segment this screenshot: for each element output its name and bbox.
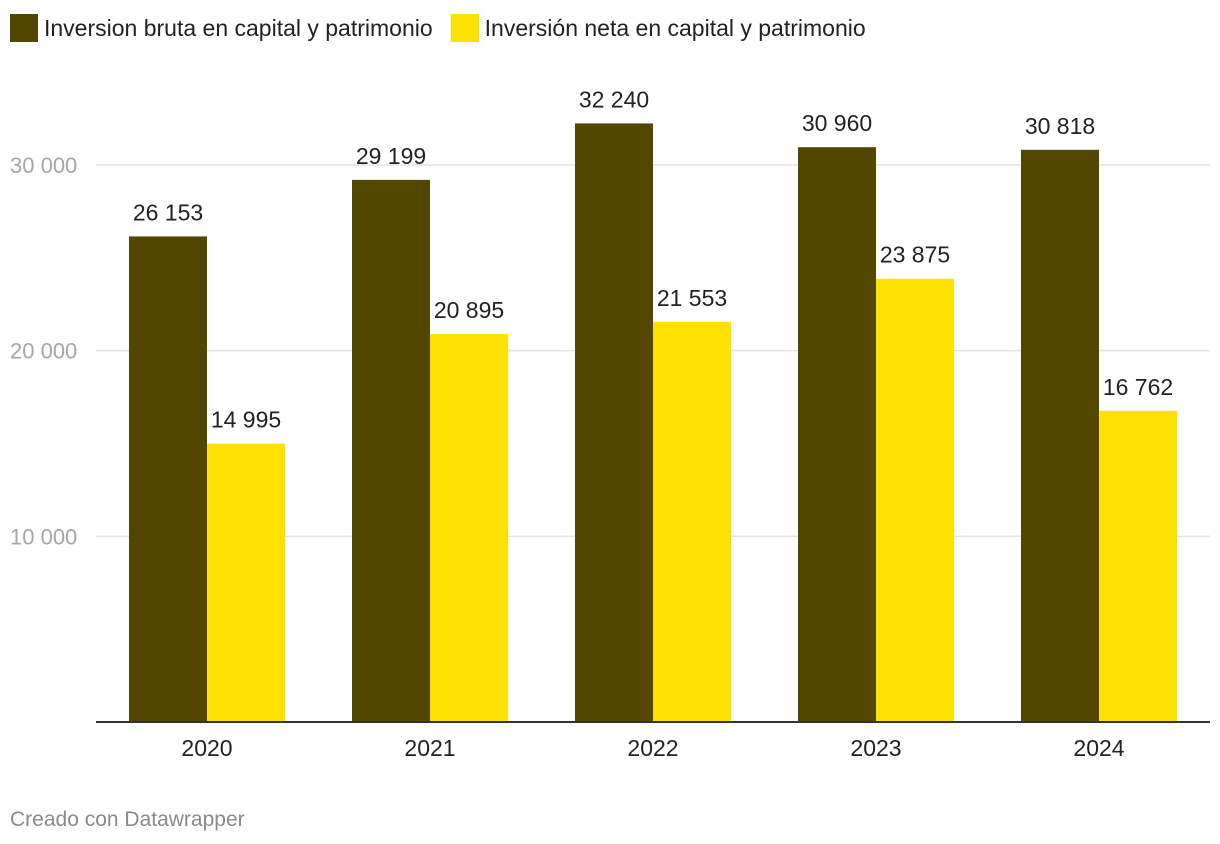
data-label: 29 199 (356, 143, 426, 169)
footer-credit: Creado con Datawrapper (10, 808, 245, 831)
data-label: 32 240 (579, 86, 649, 112)
x-tick-label: 2024 (1073, 735, 1124, 761)
x-tick-label: 2023 (850, 735, 901, 761)
data-label: 21 553 (657, 285, 727, 311)
data-label: 23 875 (880, 242, 950, 268)
bar (207, 443, 285, 722)
y-tick-label: 10 000 (10, 524, 77, 549)
data-label: 26 153 (133, 199, 203, 225)
legend-label-gross: Inversion bruta en capital y patrimonio (44, 14, 433, 41)
x-tick-label: 2020 (181, 735, 232, 761)
data-label: 14 995 (211, 407, 281, 433)
data-label: 16 762 (1103, 374, 1173, 400)
data-label: 20 895 (434, 297, 504, 323)
data-label: 30 960 (802, 110, 872, 136)
bar (1021, 149, 1099, 722)
x-tick-label: 2021 (404, 735, 455, 761)
bar (430, 334, 508, 722)
legend-item-net: Inversión neta en capital y patrimonio (450, 14, 866, 42)
chart-legend: Inversion bruta en capital y patrimonio … (10, 12, 884, 44)
x-tick-label: 2022 (627, 735, 678, 761)
legend-swatch-net (450, 14, 479, 42)
legend-item-gross: Inversion bruta en capital y patrimonio (10, 14, 433, 42)
bar (653, 321, 731, 722)
bar (876, 278, 954, 722)
bar (129, 236, 207, 722)
bar (798, 147, 876, 722)
bar (352, 179, 430, 723)
bar (575, 123, 653, 723)
legend-swatch-gross (10, 14, 38, 42)
data-label: 30 818 (1025, 113, 1095, 139)
y-tick-label: 30 000 (10, 153, 77, 178)
bar (1099, 410, 1177, 722)
bar-chart: 10 000 20 000 30 000 26 153 14 995 2020 29 199… (10, 86, 1210, 761)
y-tick-label: 20 000 (10, 339, 77, 364)
legend-label-net: Inversión neta en capital y patrimonio (484, 14, 866, 41)
